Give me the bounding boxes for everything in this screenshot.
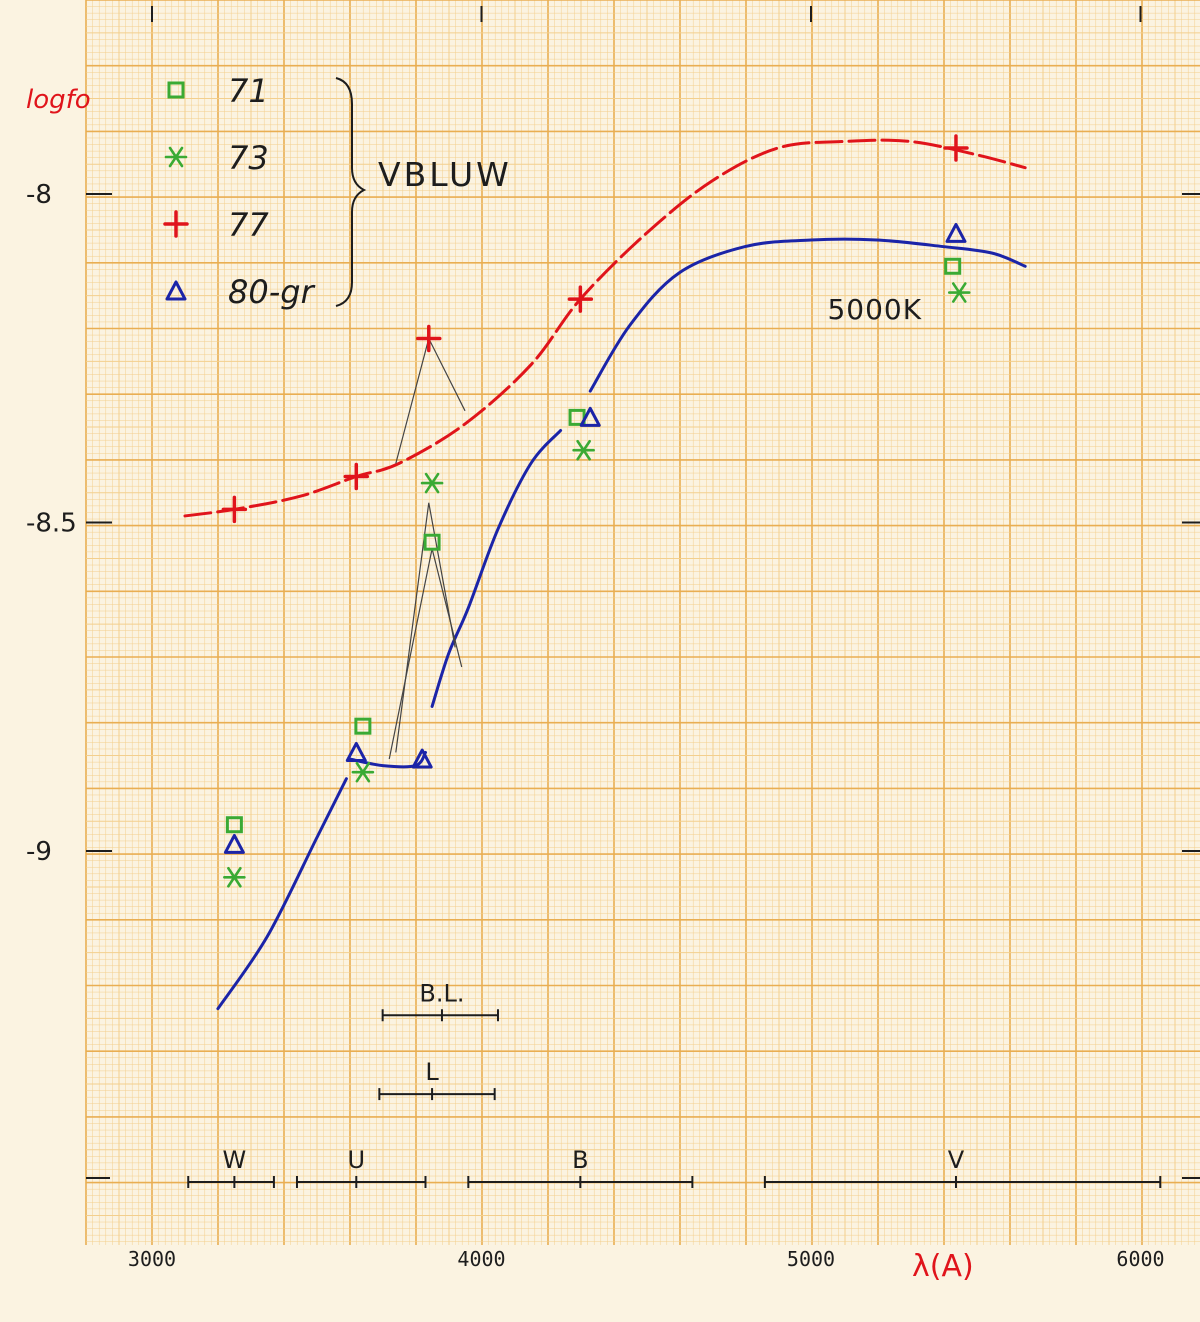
data-point-77 (567, 285, 594, 313)
filter-band-b-label: B (572, 1146, 588, 1174)
legend-brace (335, 77, 367, 307)
legend-entries: 71 73 77 80-gr (163, 72, 316, 311)
x-tick-label: 6000 (1116, 1247, 1164, 1271)
data-point-73 (572, 439, 595, 461)
data-point-71 (423, 533, 441, 551)
data-point-71 (225, 816, 243, 834)
square-marker-shape (423, 533, 441, 551)
triangle-marker-shape (945, 222, 967, 243)
range-bl-label: B.L. (419, 979, 464, 1007)
data-point-73 (223, 866, 246, 888)
triangle-marker-shape (411, 748, 433, 769)
legend-marker-triangle (165, 280, 187, 301)
data-point-71 (944, 257, 962, 275)
asterisk-marker-shape (572, 439, 595, 461)
data-point-77 (221, 495, 248, 524)
legend-entry-label: 73 (228, 139, 269, 177)
square-marker-shape (167, 81, 185, 99)
plus-marker-shape (943, 134, 969, 162)
data-point-80-gr (579, 406, 601, 427)
axes: -8 -8.5 -9 3000 4000 5000 6000 (26, 6, 1200, 1271)
data-point-80-gr (411, 748, 433, 769)
asterisk-marker-shape (420, 472, 444, 494)
data-point-77 (943, 134, 969, 162)
asterisk-marker-shape (947, 282, 971, 303)
x-tick-label: 5000 (787, 1247, 835, 1271)
legend-entry-label: 77 (228, 206, 269, 244)
asterisk-marker-shape (164, 146, 188, 168)
legend-marker-square (167, 81, 185, 99)
plus-marker-shape (567, 285, 594, 313)
legend-marker-asterisk (164, 146, 188, 168)
data-point-80-gr (945, 222, 967, 243)
legend-entry-label: 71 (228, 72, 269, 110)
legend-entry-label: 80-gr (228, 273, 316, 311)
legend-group-label: VBLUW (378, 155, 512, 194)
y-tick-label: -8.5 (26, 509, 77, 539)
asterisk-marker-shape (351, 761, 375, 783)
x-tick-label: 4000 (457, 1247, 505, 1271)
square-marker-shape (225, 816, 243, 834)
curve-80gr-solid (588, 237, 1027, 393)
triangle-marker-shape (223, 833, 245, 854)
data-point-73 (420, 472, 444, 494)
curve-80gr-solid (216, 777, 348, 1011)
curve-80gr-solid (430, 429, 563, 708)
legend: 71 73 77 80-gr VBLUW (163, 72, 512, 311)
range-l-label: L (425, 1058, 439, 1086)
data-point-73 (947, 282, 971, 303)
filter-band-w-label: W (223, 1146, 247, 1174)
y-axis-label: logfo (26, 85, 91, 115)
filter-band-u-label: U (348, 1146, 366, 1174)
plus-marker-shape (163, 210, 189, 238)
triangle-marker-shape (165, 280, 187, 301)
pencil-guide-line (395, 502, 456, 753)
temperature-annotation: 5000K (827, 293, 922, 326)
x-tick-label: 3000 (128, 1247, 176, 1271)
curve-80gr-solid (348, 750, 427, 769)
data-point-77 (416, 324, 442, 353)
y-tick-label: -8 (26, 180, 52, 210)
data-point-71 (354, 717, 372, 735)
filter-band-v-label: V (948, 1146, 965, 1174)
asterisk-marker-shape (223, 866, 246, 888)
plus-marker-shape (416, 324, 442, 353)
data-point-80-gr (345, 741, 367, 762)
plus-marker-shape (343, 462, 370, 491)
graph-paper-grid (85, 0, 1200, 1245)
triangle-marker-shape (345, 741, 367, 762)
data-point-73 (351, 761, 375, 783)
triangle-marker-shape (579, 406, 601, 427)
plus-marker-shape (221, 495, 248, 524)
legend-marker-plus (163, 210, 189, 238)
y-tick-label: -9 (26, 837, 52, 867)
square-marker-shape (354, 717, 372, 735)
x-axis-label: λ(A) (912, 1249, 974, 1284)
square-marker-shape (944, 257, 962, 275)
data-point-77 (343, 462, 370, 491)
data-points: 5000K (221, 134, 971, 888)
filter-bands: B.L. L W U B V (187, 979, 1162, 1188)
data-point-80-gr (223, 833, 245, 854)
